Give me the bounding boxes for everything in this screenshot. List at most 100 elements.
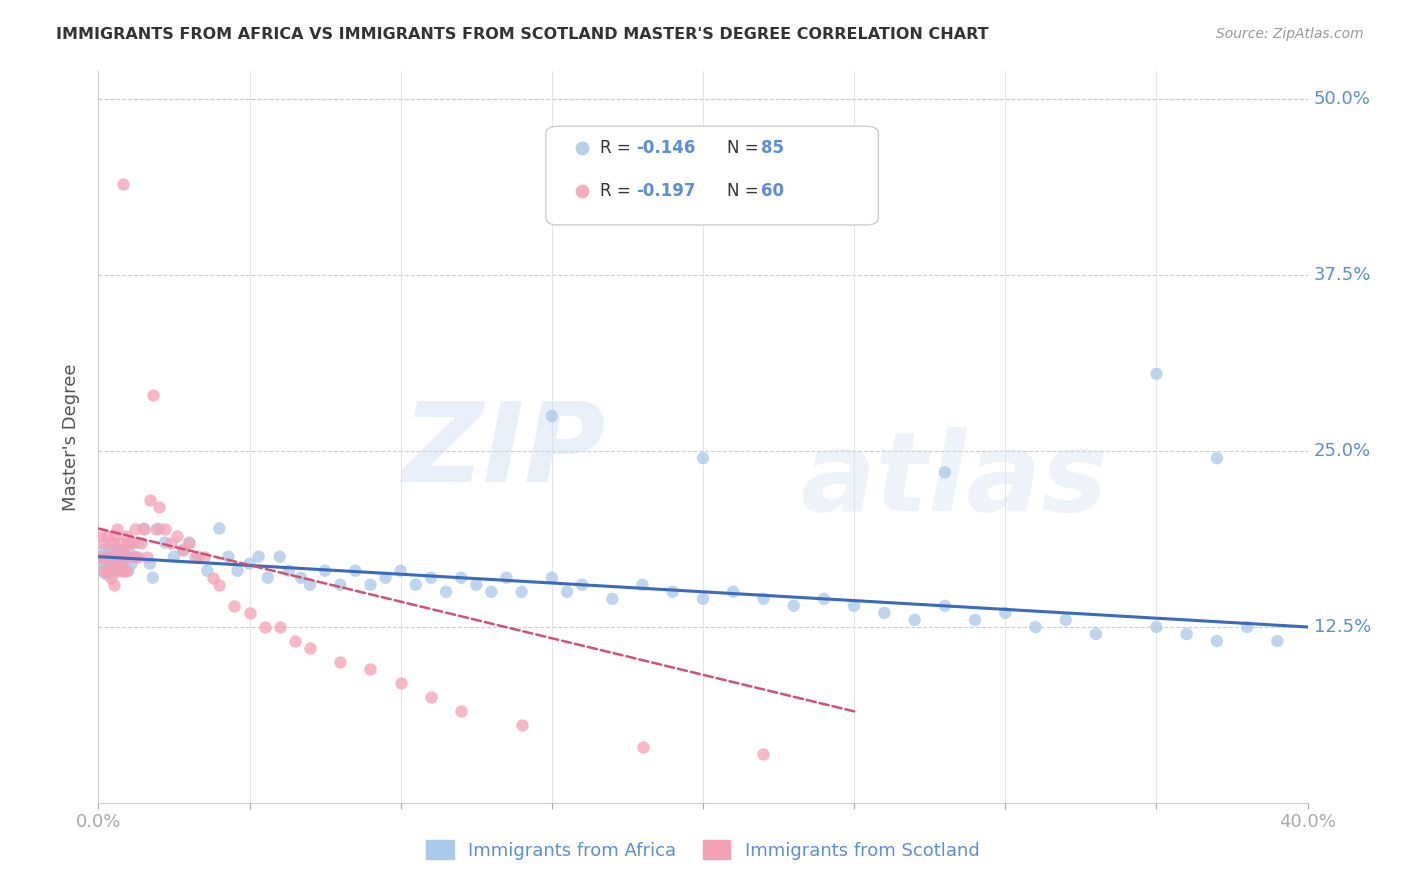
Point: [226, 564, 249, 578]
Point: [495, 571, 517, 585]
Point: [434, 584, 457, 599]
Point: [118, 535, 141, 549]
Point: [129, 535, 152, 549]
Point: [389, 564, 412, 578]
Point: [389, 676, 412, 690]
Point: [510, 584, 533, 599]
Point: [344, 564, 367, 578]
Point: [172, 542, 194, 557]
Point: [208, 521, 231, 535]
Point: [124, 549, 146, 564]
Point: [160, 535, 183, 549]
Point: [329, 578, 352, 592]
Point: [224, 599, 246, 613]
Point: [269, 549, 291, 564]
Point: [450, 571, 472, 585]
Text: IMMIGRANTS FROM AFRICA VS IMMIGRANTS FROM SCOTLAND MASTER'S DEGREE CORRELATION C: IMMIGRANTS FROM AFRICA VS IMMIGRANTS FRO…: [56, 27, 988, 42]
Point: [114, 528, 136, 542]
Point: [1267, 634, 1289, 648]
FancyBboxPatch shape: [546, 126, 879, 225]
Point: [127, 535, 149, 549]
Point: [510, 718, 533, 732]
Point: [1054, 613, 1077, 627]
Point: [100, 542, 122, 557]
Point: [153, 535, 176, 549]
Point: [314, 564, 336, 578]
Point: [166, 528, 188, 542]
Point: [661, 584, 683, 599]
Text: N =: N =: [727, 182, 763, 201]
Text: -0.146: -0.146: [637, 139, 696, 157]
Text: R =: R =: [600, 182, 637, 201]
Point: [139, 557, 162, 571]
Point: [105, 542, 128, 557]
Point: [103, 535, 125, 549]
Point: [1144, 367, 1167, 381]
Point: [540, 409, 562, 423]
Text: Source: ZipAtlas.com: Source: ZipAtlas.com: [1216, 27, 1364, 41]
Point: [142, 388, 165, 402]
Point: [329, 655, 352, 669]
Point: [153, 521, 176, 535]
Point: [1175, 627, 1198, 641]
Point: [132, 521, 155, 535]
Point: [631, 739, 654, 754]
Point: [111, 542, 134, 557]
Point: [96, 549, 118, 564]
Y-axis label: Master's Degree: Master's Degree: [62, 363, 80, 511]
Point: [105, 542, 128, 557]
Point: [111, 557, 134, 571]
Text: N =: N =: [727, 139, 763, 157]
Point: [1144, 620, 1167, 634]
Text: 37.5%: 37.5%: [1313, 267, 1371, 285]
Point: [420, 571, 443, 585]
Point: [93, 542, 115, 557]
Point: [142, 571, 165, 585]
Point: [93, 535, 115, 549]
Point: [752, 747, 775, 761]
Point: [904, 613, 927, 627]
Point: [90, 549, 112, 564]
Point: [108, 549, 131, 564]
Point: [247, 549, 270, 564]
Point: [540, 571, 562, 585]
Point: [187, 549, 209, 564]
Point: [602, 591, 624, 606]
Point: [239, 606, 262, 620]
Point: [360, 662, 382, 676]
Point: [108, 535, 131, 549]
Point: [184, 549, 207, 564]
Point: [723, 584, 745, 599]
Point: [195, 564, 218, 578]
Point: [121, 535, 143, 549]
Point: [752, 591, 775, 606]
Point: [118, 542, 141, 557]
Point: [139, 493, 162, 508]
Point: [111, 542, 134, 557]
Point: [179, 535, 201, 549]
Point: [934, 599, 956, 613]
Point: [284, 634, 307, 648]
Point: [179, 535, 201, 549]
Point: [1206, 451, 1229, 466]
Point: [118, 564, 141, 578]
Point: [873, 606, 896, 620]
Point: [127, 549, 149, 564]
Point: [269, 620, 291, 634]
Point: [277, 564, 299, 578]
Point: [90, 549, 112, 564]
Point: [103, 528, 125, 542]
Point: [965, 613, 987, 627]
Point: [108, 564, 131, 578]
Point: [108, 557, 131, 571]
Point: [148, 500, 170, 515]
Point: [124, 521, 146, 535]
Point: [108, 549, 131, 564]
Legend: Immigrants from Africa, Immigrants from Scotland: Immigrants from Africa, Immigrants from …: [419, 833, 987, 867]
Point: [124, 549, 146, 564]
Point: [783, 599, 806, 613]
Point: [172, 542, 194, 557]
Point: [100, 557, 122, 571]
Point: [100, 564, 122, 578]
Point: [103, 549, 125, 564]
